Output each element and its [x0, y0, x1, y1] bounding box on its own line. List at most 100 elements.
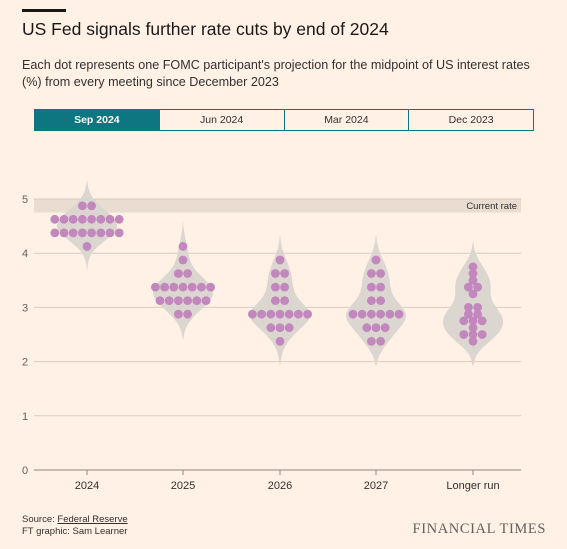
projection-dot: [155, 296, 165, 305]
projection-dot: [468, 275, 478, 285]
projection-dot: [348, 309, 358, 319]
projection-dot: [367, 309, 376, 319]
projection-dot: [367, 282, 376, 292]
projection-dot: [280, 282, 289, 292]
projection-dot: [105, 228, 115, 238]
projection-dot: [87, 201, 96, 211]
page-title: US Fed signals further rate cuts by end …: [22, 19, 389, 39]
projection-dot: [174, 296, 183, 305]
projection-dot: [464, 309, 473, 319]
projection-dot: [376, 296, 385, 305]
y-tick-label: 2: [22, 357, 28, 369]
projection-dot: [50, 214, 60, 224]
projection-dot: [459, 330, 469, 339]
projection-dot: [468, 289, 478, 299]
projection-dot: [362, 323, 372, 333]
projection-dot: [357, 309, 367, 319]
projection-dot: [187, 282, 197, 292]
projection-dot: [151, 282, 160, 292]
graphic-credit: FT graphic: Sam Learner: [22, 525, 128, 537]
projection-dot: [68, 228, 78, 238]
current-rate-label: Current rate: [466, 201, 517, 212]
projection-dot: [164, 296, 174, 305]
violin-2024: [57, 181, 117, 271]
tab-sep-2024[interactable]: Sep 2024: [35, 110, 159, 130]
projection-dot: [477, 330, 487, 339]
projection-dot: [464, 282, 473, 292]
source-line: Source: Federal Reserve: [22, 514, 128, 526]
projection-dot: [105, 214, 115, 224]
x-tick-label: 2024: [75, 480, 99, 492]
violin-longer-run: [443, 242, 503, 366]
projection-dot: [266, 309, 276, 319]
projection-dot: [385, 309, 395, 319]
projection-dot: [183, 296, 193, 305]
projection-dot: [78, 201, 87, 211]
tab-jun-2024[interactable]: Jun 2024: [158, 110, 284, 130]
projection-dot: [380, 323, 390, 333]
projection-dot: [183, 269, 193, 278]
footer: Source: Federal Reserve FT graphic: Sam …: [22, 514, 128, 537]
projection-dot: [280, 296, 289, 305]
projection-dot: [275, 255, 285, 265]
projection-dot: [87, 228, 96, 238]
page-subtitle: Each dot represents one FOMC participant…: [22, 58, 530, 89]
source-prefix: Source:: [22, 514, 58, 525]
projection-dot: [96, 228, 106, 238]
projection-dot: [376, 269, 385, 278]
projection-dot: [271, 296, 280, 305]
projection-dot: [257, 309, 266, 319]
projection-dot: [394, 309, 404, 319]
projection-dot: [473, 309, 482, 319]
projection-dot: [266, 323, 276, 333]
projection-dot: [160, 282, 170, 292]
projection-dot: [87, 214, 96, 224]
projection-dot: [371, 255, 381, 265]
projection-dot: [468, 330, 478, 339]
y-tick-label: 3: [22, 302, 28, 314]
tab-dec-2023[interactable]: Dec 2023: [408, 110, 533, 130]
violin-2026: [250, 235, 310, 366]
y-tick-label: 5: [22, 194, 28, 206]
projection-dot: [174, 269, 183, 278]
x-tick-label: 2026: [268, 480, 292, 492]
projection-dot: [367, 336, 376, 346]
projection-dot: [275, 323, 285, 333]
projection-dot: [201, 296, 211, 305]
projection-dot: [178, 282, 188, 292]
violin-2025: [153, 222, 213, 339]
projection-dot: [114, 214, 124, 224]
projection-dot: [468, 323, 478, 333]
projection-dot: [271, 269, 280, 278]
projection-dot: [376, 282, 385, 292]
projection-dot: [376, 309, 385, 319]
projection-dot: [367, 296, 376, 305]
projection-dot: [459, 316, 469, 326]
source-link[interactable]: Federal Reserve: [57, 514, 128, 525]
ft-logo: FINANCIAL TIMES: [412, 521, 546, 537]
projection-dot: [468, 269, 478, 278]
projection-dot: [284, 309, 294, 319]
y-tick-label: 1: [22, 411, 28, 423]
projection-dot: [78, 214, 87, 224]
projection-dot: [178, 255, 188, 265]
projection-dot: [192, 296, 202, 305]
projection-dot: [206, 282, 216, 292]
projection-dot: [248, 309, 257, 319]
projection-dot: [114, 228, 124, 238]
projection-dot: [169, 282, 179, 292]
projection-dot: [371, 323, 381, 333]
projection-dot: [367, 269, 376, 278]
projection-dot: [468, 336, 478, 346]
projection-dot: [284, 323, 294, 333]
current-rate-band: [34, 199, 521, 213]
x-tick-label: 2027: [364, 480, 388, 492]
projection-dot: [376, 336, 385, 346]
projection-dot: [174, 309, 183, 319]
x-tick-label: 2025: [171, 480, 195, 492]
projection-dot: [275, 336, 285, 346]
projection-dot: [82, 242, 92, 251]
tab-mar-2024[interactable]: Mar 2024: [283, 110, 409, 130]
projection-dot: [280, 269, 289, 278]
